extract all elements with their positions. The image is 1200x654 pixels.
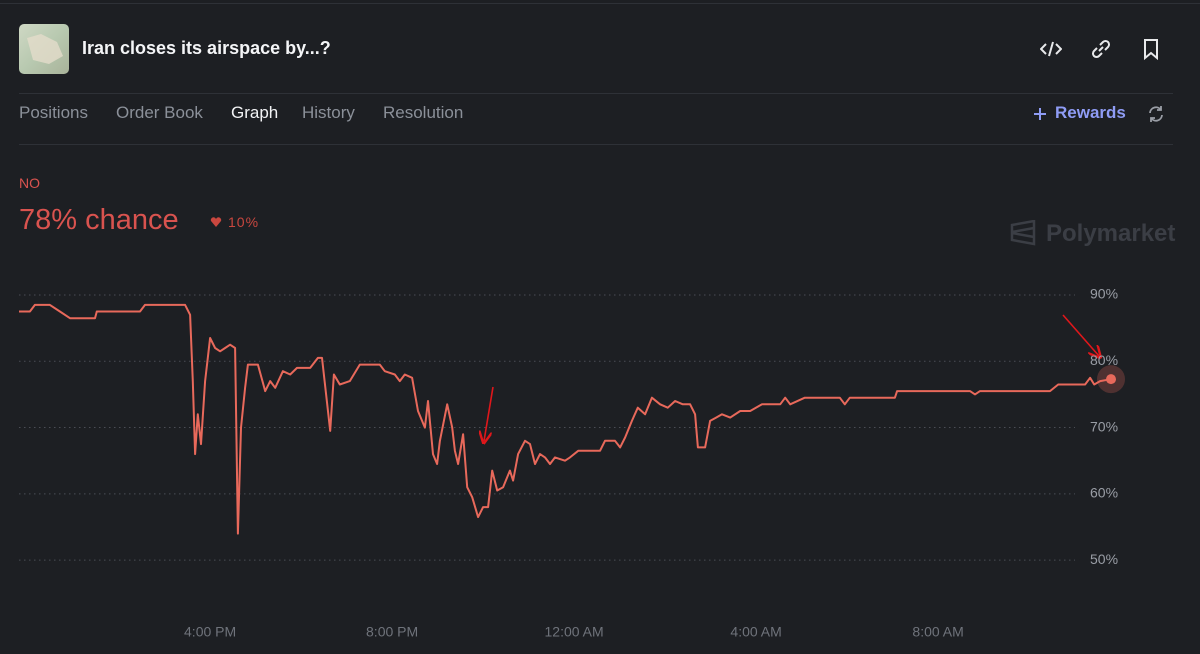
brand-watermark: Polymarket (1046, 220, 1176, 247)
tab[interactable]: Order Book (116, 103, 203, 122)
market-thumbnail[interactable] (19, 24, 69, 74)
y-tick-label: 90% (1090, 286, 1118, 302)
change: 10% (228, 214, 260, 230)
price-line (19, 303, 1112, 535)
down-icon (210, 217, 222, 227)
rewards-button[interactable]: Rewards (1055, 103, 1126, 122)
tab[interactable]: History (302, 103, 355, 122)
x-tick-label: 12:00 AM (545, 624, 604, 640)
link-icon[interactable] (1090, 38, 1112, 60)
bookmark-icon[interactable] (1140, 38, 1162, 60)
top-border (0, 3, 1200, 4)
divider (19, 144, 1173, 145)
chance: 78% chance (19, 204, 179, 236)
market-title: Iran closes its airspace by...? (82, 38, 331, 58)
tab[interactable]: Resolution (383, 103, 464, 122)
divider (19, 93, 1173, 94)
x-tick-label: 8:00 AM (912, 624, 963, 640)
last-point (1106, 374, 1116, 385)
x-tick-label: 4:00 AM (730, 624, 781, 640)
y-tick-label: 80% (1090, 352, 1118, 368)
brand-logo (1010, 220, 1036, 246)
embed-icon[interactable] (1040, 38, 1062, 60)
plus-icon (1034, 108, 1046, 120)
tab[interactable]: Graph (231, 103, 279, 122)
annotation-arrow (1062, 314, 1099, 356)
y-tick-label: 60% (1090, 485, 1118, 501)
tab[interactable]: Positions (19, 103, 88, 122)
y-tick-label: 70% (1090, 418, 1118, 434)
x-tick-label: 4:00 PM (184, 624, 236, 640)
outcome-label: NO (19, 175, 40, 191)
chart: 50% 60% 70% 80% 90% 4:00 PM 8:00 PM 12:00 AM 4:0… (19, 286, 1125, 640)
refresh-icon[interactable] (1147, 105, 1165, 123)
x-tick-label: 8:00 PM (366, 624, 418, 640)
annotation-arrow (484, 386, 494, 441)
y-tick-label: 50% (1090, 551, 1118, 567)
